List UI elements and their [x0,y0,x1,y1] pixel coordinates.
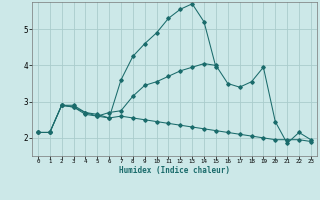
X-axis label: Humidex (Indice chaleur): Humidex (Indice chaleur) [119,166,230,175]
